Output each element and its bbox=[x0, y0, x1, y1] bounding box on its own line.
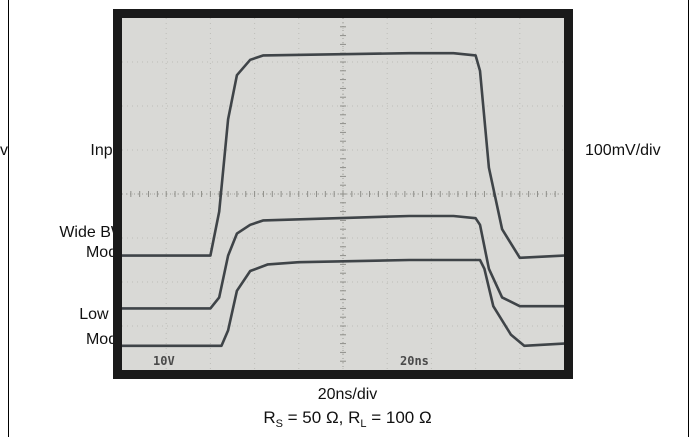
vertical-scale-label: 100mV/div bbox=[585, 142, 661, 159]
scope-time-readout: 20ns bbox=[400, 354, 429, 368]
rl-value: = 100 Ω bbox=[366, 408, 432, 427]
scope-volts-readout: 10V bbox=[153, 354, 175, 368]
rl-subscript: L bbox=[360, 418, 367, 430]
scope-chart: 10V 20ns bbox=[113, 9, 573, 379]
time-scale-caption: 20ns/div bbox=[317, 386, 378, 403]
clipped-left-label: v bbox=[0, 142, 8, 159]
input-label: Input bbox=[90, 142, 126, 159]
low-iq-label-line2: Mode bbox=[85, 331, 126, 348]
low-iq-label: Low IQ Mode bbox=[4, 305, 126, 350]
resistance-caption: RS = 50 Ω, RL = 100 Ω bbox=[0, 408, 695, 430]
wide-bw-label: Wide BW Mode bbox=[4, 223, 126, 263]
rl-symbol: R bbox=[348, 408, 361, 427]
rs-symbol: R bbox=[263, 408, 276, 427]
left-border-line bbox=[8, 0, 9, 437]
input-trace bbox=[122, 51, 564, 260]
low-iq-trace bbox=[122, 258, 564, 348]
wide-bw-label-line2: Mode bbox=[85, 244, 126, 261]
scope-grid bbox=[122, 18, 564, 370]
low-iq-main: Low I bbox=[79, 306, 118, 323]
wide-bw-label-line1: Wide BW bbox=[59, 224, 126, 241]
rs-subscript: S bbox=[275, 418, 283, 430]
rs-value: = 50 Ω, bbox=[282, 408, 349, 427]
right-border-line bbox=[688, 0, 689, 437]
scope-traces bbox=[122, 51, 564, 348]
low-iq-label-line1: Low IQ bbox=[4, 305, 126, 326]
wide-bw-trace bbox=[122, 214, 564, 310]
